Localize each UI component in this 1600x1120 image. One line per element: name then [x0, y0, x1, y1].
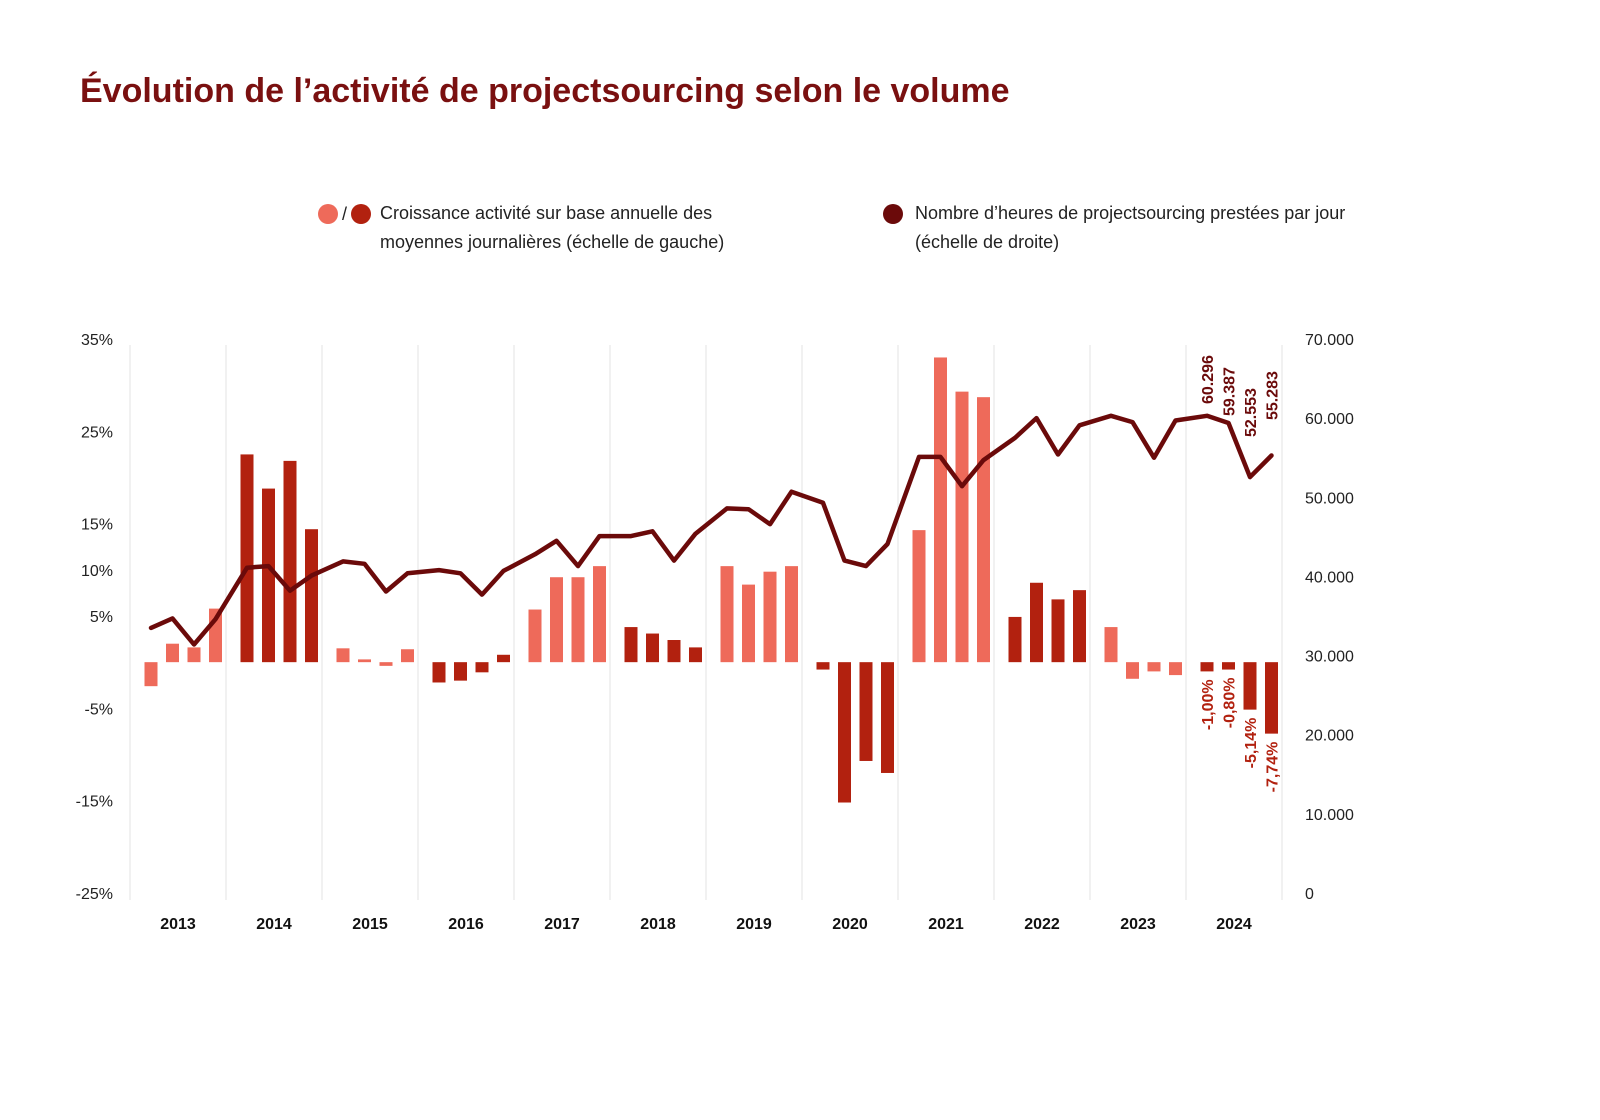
growth-bar [689, 647, 702, 663]
right-axis-tick-label: 60.000 [1305, 411, 1354, 428]
growth-bar [262, 488, 275, 663]
x-axis-year-label: 2022 [1024, 916, 1060, 933]
growth-bar [187, 647, 201, 663]
growth-bar [593, 566, 606, 663]
line-value-label: 59.387 [1222, 367, 1239, 416]
x-axis-year-label: 2017 [544, 916, 580, 933]
growth-bar [912, 530, 926, 663]
growth-bar [785, 566, 798, 663]
x-axis-year-label: 2018 [640, 916, 676, 933]
growth-bar [646, 633, 659, 663]
chart-title: Évolution de l’activité de projectsourci… [80, 72, 1010, 110]
growth-bar [1147, 662, 1161, 672]
legend-bars-line2: moyennes journalières (échelle de gauche… [380, 232, 725, 252]
growth-bar [550, 577, 563, 663]
growth-bar [305, 529, 318, 663]
left-axis-tick-label: 15% [81, 517, 113, 534]
growth-bar [1073, 590, 1086, 663]
growth-bar [1222, 662, 1235, 670]
growth-bar [934, 357, 947, 663]
growth-bar [432, 662, 446, 683]
growth-bar [497, 654, 510, 663]
growth-bar [667, 640, 681, 663]
legend-bars-line1: Croissance activité sur base annuelle de… [380, 203, 713, 223]
x-axis-year-label: 2023 [1120, 916, 1156, 933]
left-axis-tick-label: 35% [81, 332, 113, 349]
left-axis-tick-label: -5% [85, 701, 113, 718]
hours-per-day-line [148, 413, 1274, 647]
right-axis-tick-label: 30.000 [1305, 649, 1354, 666]
legend-line-swatch [883, 204, 903, 225]
left-axis-tick-label: 10% [81, 563, 113, 580]
left-axis-tick-label: -15% [76, 794, 113, 811]
legend-line-line1: Nombre d’heures de projectsourcing prest… [915, 203, 1346, 223]
growth-bar [1126, 662, 1139, 679]
left-axis-tick-label: 5% [90, 609, 113, 626]
growth-bar [1051, 599, 1065, 663]
growth-bar [166, 643, 179, 663]
growth-bar [528, 609, 542, 663]
growth-bar [571, 577, 585, 663]
right-axis-tick-label: 10.000 [1305, 807, 1354, 824]
x-axis-year-label: 2016 [448, 916, 484, 933]
bar-value-label: -0,80% [1222, 678, 1239, 729]
growth-bar [977, 397, 990, 663]
legend-line: Nombre d’heures de projectsourcing prest… [883, 199, 1345, 252]
right-axis-tick-label: 40.000 [1305, 569, 1354, 586]
growth-bar [955, 391, 969, 663]
growth-bar [1008, 616, 1022, 663]
bar-value-label: -5,14% [1243, 718, 1260, 769]
growth-bar [379, 662, 393, 666]
legend-bars: / Croissance activité sur base annuelle … [318, 199, 724, 252]
right-axis-tick-label: 0 [1305, 886, 1314, 903]
growth-bar [358, 659, 371, 663]
x-axis-year-label: 2014 [256, 916, 292, 933]
right-axis-tick-label: 70.000 [1305, 332, 1354, 349]
growth-bar [240, 454, 254, 663]
line-value-label: 60.296 [1200, 355, 1217, 404]
bar-value-label: -7,74% [1265, 742, 1282, 793]
growth-bar [624, 627, 638, 663]
growth-bar [838, 662, 851, 803]
legend-slash: / [342, 203, 348, 224]
x-axis-year-label: 2013 [160, 916, 196, 933]
right-axis-tick-label: 50.000 [1305, 490, 1354, 507]
growth-bar [475, 662, 489, 673]
left-axis-tick-label: -25% [76, 886, 113, 903]
x-axis-year-label: 2021 [928, 916, 964, 933]
growth-bar [454, 662, 467, 681]
growth-bar [859, 662, 873, 761]
growth-bar [763, 571, 777, 663]
legend-bars-text: Croissance activité sur base annuelle de… [380, 199, 800, 257]
growth-bar [1169, 662, 1182, 676]
line-value-label: 52.553 [1243, 388, 1260, 437]
growth-bar [1243, 662, 1257, 710]
growth-bar [1265, 662, 1278, 734]
bar-value-label: -1,00% [1200, 679, 1217, 730]
growth-bar [283, 460, 297, 663]
growth-bar [1030, 582, 1043, 663]
growth-bar [720, 566, 734, 663]
growth-bar [1104, 627, 1118, 663]
growth-bar [1200, 662, 1214, 672]
x-axis-year-label: 2019 [736, 916, 772, 933]
x-axis-year-label: 2020 [832, 916, 868, 933]
x-axis-year-label: 2015 [352, 916, 388, 933]
growth-bar [742, 584, 755, 663]
right-axis-tick-label: 20.000 [1305, 728, 1354, 745]
growth-bar [336, 648, 350, 663]
growth-bar [816, 662, 830, 670]
legend-light-bar-swatch [318, 204, 338, 225]
growth-bar [144, 662, 158, 687]
growth-bar [881, 662, 894, 773]
line-value-label: 55.283 [1265, 371, 1282, 420]
legend-line-text: Nombre d’heures de projectsourcing prest… [915, 199, 1435, 257]
x-axis-year-label: 2024 [1216, 916, 1252, 933]
legend-dark-bar-swatch [351, 204, 372, 225]
legend-line-line2: (échelle de droite) [915, 232, 1060, 252]
left-axis-tick-label: 25% [81, 424, 113, 441]
growth-bar [401, 649, 414, 663]
